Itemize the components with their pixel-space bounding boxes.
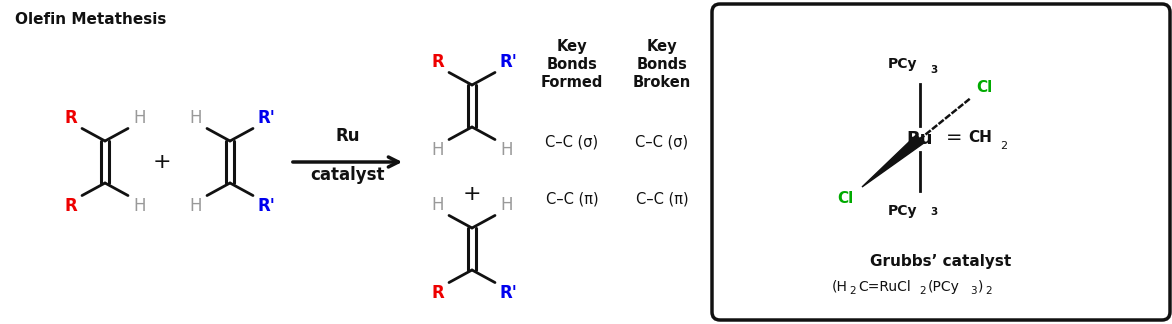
- Text: H: H: [431, 196, 444, 214]
- Text: 3: 3: [931, 207, 938, 217]
- Text: 2: 2: [1000, 141, 1007, 151]
- Text: R': R': [258, 197, 275, 214]
- Text: 3: 3: [970, 286, 976, 296]
- Text: Grubbs’ catalyst: Grubbs’ catalyst: [871, 254, 1011, 269]
- Text: H: H: [500, 141, 512, 158]
- Text: H: H: [132, 110, 145, 127]
- Text: Cl: Cl: [976, 80, 993, 95]
- Text: Cl: Cl: [838, 191, 854, 206]
- Text: PCy: PCy: [888, 57, 918, 71]
- Text: =: =: [946, 128, 962, 146]
- Text: R': R': [500, 284, 518, 302]
- Text: Ru: Ru: [907, 130, 933, 148]
- Text: +: +: [463, 184, 482, 204]
- Text: R: R: [431, 284, 444, 302]
- Text: 2: 2: [850, 286, 856, 296]
- Text: (H: (H: [832, 280, 847, 294]
- Text: R: R: [431, 53, 444, 72]
- Text: Key
Bonds
Formed: Key Bonds Formed: [540, 39, 604, 90]
- Text: (PCy: (PCy: [927, 280, 960, 294]
- Text: PCy: PCy: [888, 204, 918, 218]
- Text: Olefin Metathesis: Olefin Metathesis: [15, 12, 166, 27]
- Text: 2: 2: [919, 286, 926, 296]
- Text: H: H: [190, 110, 202, 127]
- Text: C–C (π): C–C (π): [635, 191, 688, 206]
- Text: 2: 2: [986, 286, 993, 296]
- Text: Key
Bonds
Broken: Key Bonds Broken: [633, 39, 691, 90]
- Text: C–C (σ): C–C (σ): [635, 134, 689, 149]
- Text: R: R: [64, 110, 77, 127]
- Text: ): ): [977, 280, 983, 294]
- Text: R': R': [500, 53, 518, 72]
- Text: H: H: [190, 197, 202, 214]
- Text: H: H: [431, 141, 444, 158]
- Text: H: H: [500, 196, 512, 214]
- Text: R: R: [64, 197, 77, 214]
- Text: CH: CH: [968, 130, 992, 145]
- FancyBboxPatch shape: [713, 4, 1170, 320]
- Text: C–C (π): C–C (π): [546, 191, 599, 206]
- Text: H: H: [132, 197, 145, 214]
- Text: 3: 3: [931, 65, 938, 75]
- Text: catalyst: catalyst: [311, 166, 384, 184]
- Text: C=RuCl: C=RuCl: [859, 280, 912, 294]
- Text: R': R': [258, 110, 275, 127]
- Text: C–C (σ): C–C (σ): [545, 134, 599, 149]
- Text: +: +: [152, 152, 171, 172]
- Polygon shape: [861, 135, 924, 187]
- Text: Ru: Ru: [335, 127, 360, 145]
